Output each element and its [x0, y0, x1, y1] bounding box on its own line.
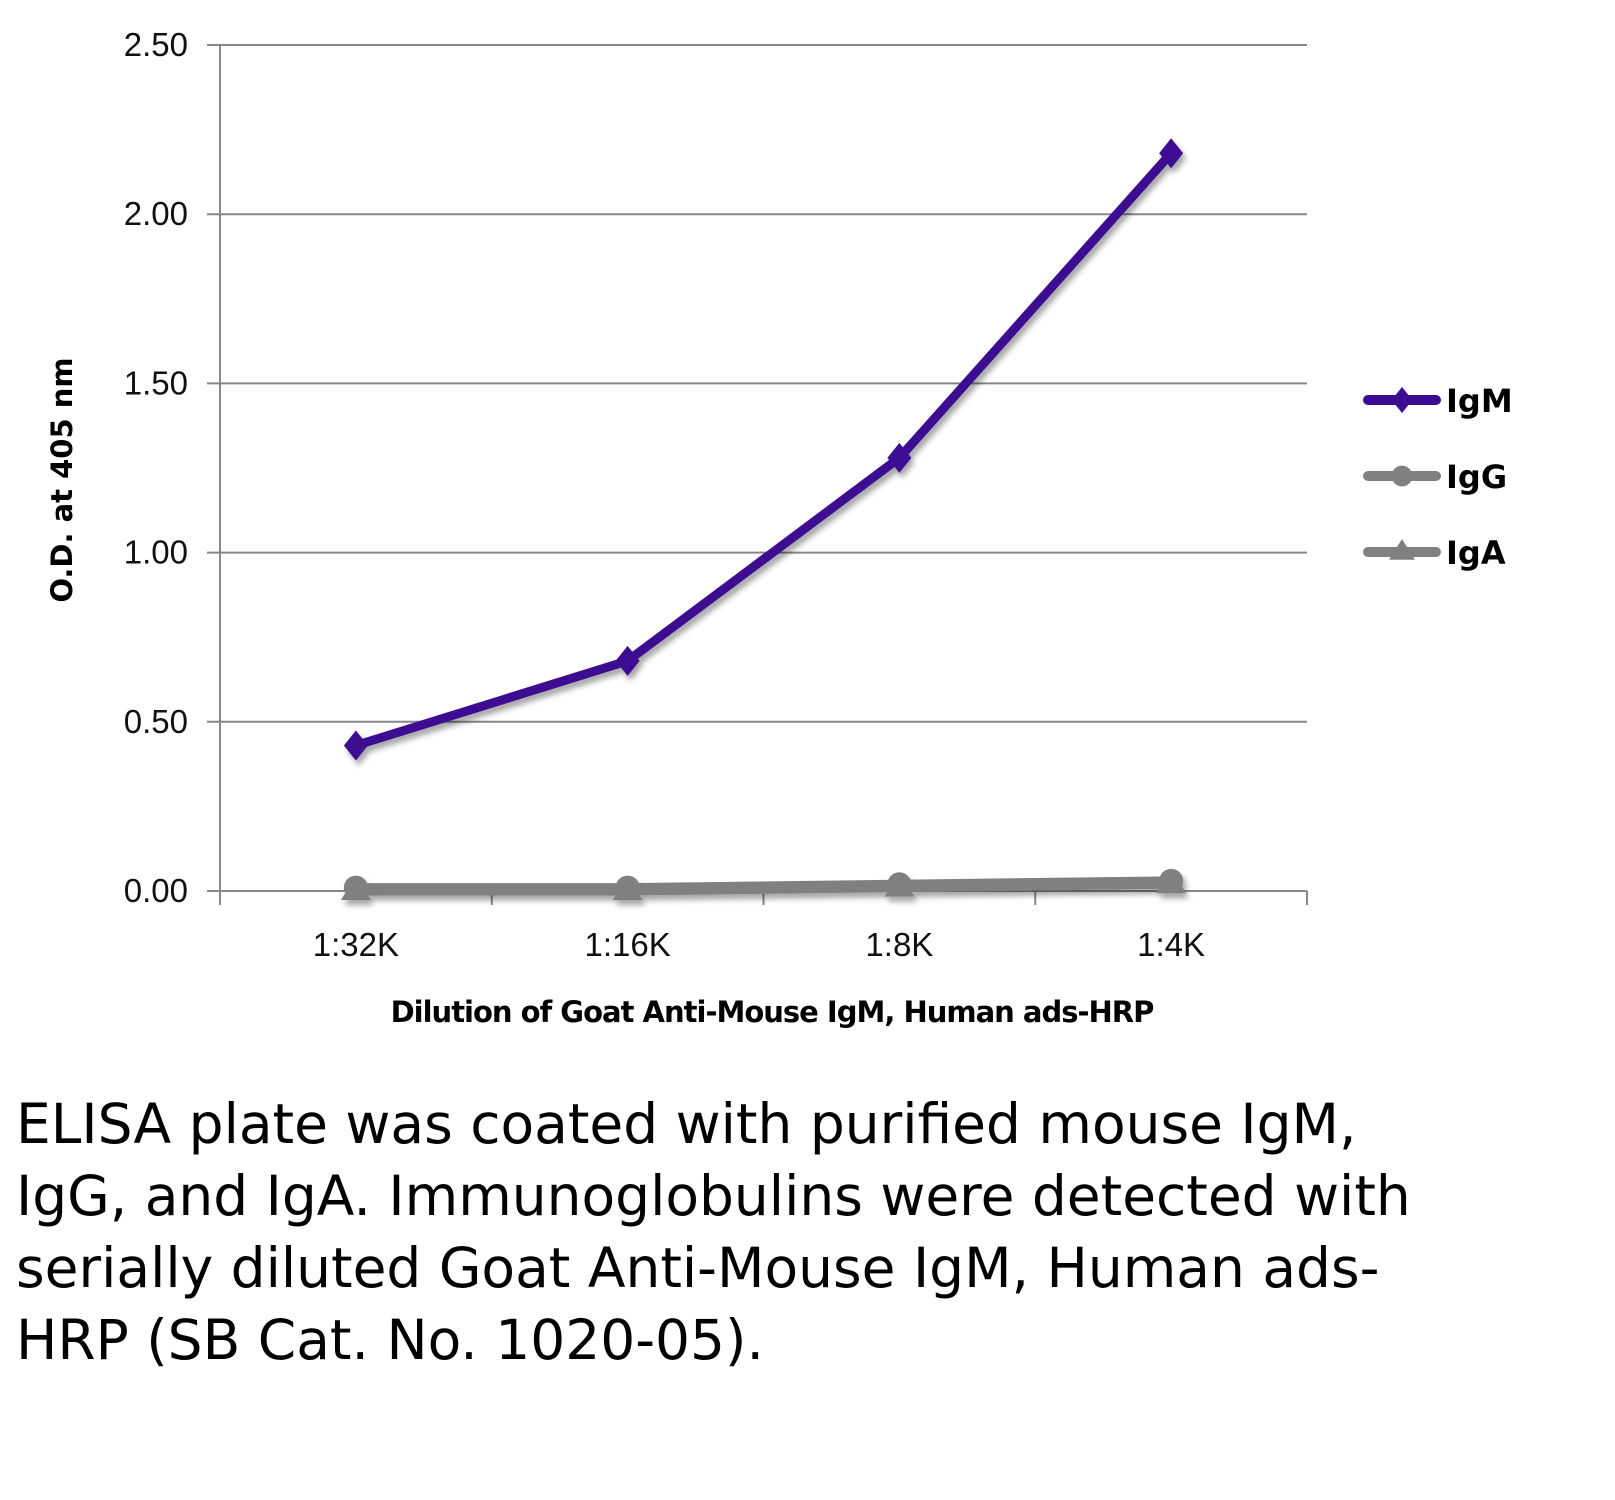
figure-caption: ELISA plate was coated with purified mou…	[16, 1092, 1411, 1372]
x-tick-label: 1:4K	[1137, 926, 1205, 963]
series-line-igg	[355, 876, 1172, 893]
circle-marker	[887, 872, 912, 897]
circle-marker	[615, 875, 640, 900]
y-tick-label: 1.50	[124, 364, 188, 401]
y-tick-label: 2.00	[124, 195, 188, 232]
circle-marker	[1159, 868, 1184, 893]
x-tick-label: 1:32K	[313, 926, 399, 963]
elisa-line-chart: 0.00 0.50 1.00 1.50 2.00 2.50 1:32K 1:16K 1:8K 1:…	[45, 26, 1513, 1029]
diamond-marker	[343, 730, 368, 761]
legend-label-igm: IgM	[1446, 382, 1513, 420]
x-tick-label: 1:16K	[585, 926, 671, 963]
y-tick-label: 2.50	[124, 26, 188, 63]
y-axis-label: O.D. at 405 nm	[45, 357, 79, 602]
circle-marker	[343, 875, 368, 900]
triangle-marker	[1389, 539, 1415, 560]
y-tick-label: 0.00	[124, 872, 188, 909]
y-tick-label: 0.50	[124, 703, 188, 740]
diamond-marker	[1391, 387, 1413, 413]
y-tick-label: 1.00	[124, 534, 188, 571]
diamond-marker	[1159, 138, 1184, 169]
x-tick-label: 1:8K	[865, 926, 933, 963]
circle-marker	[1391, 465, 1413, 487]
diamond-marker	[887, 442, 912, 473]
legend-label-igg: IgG	[1446, 458, 1507, 496]
series-line-igm	[354, 150, 1175, 750]
diamond-marker	[615, 645, 640, 676]
x-axis-label: Dilution of Goat Anti-Mouse IgM, Human a…	[391, 995, 1155, 1029]
legend-label-iga: IgA	[1446, 534, 1506, 572]
